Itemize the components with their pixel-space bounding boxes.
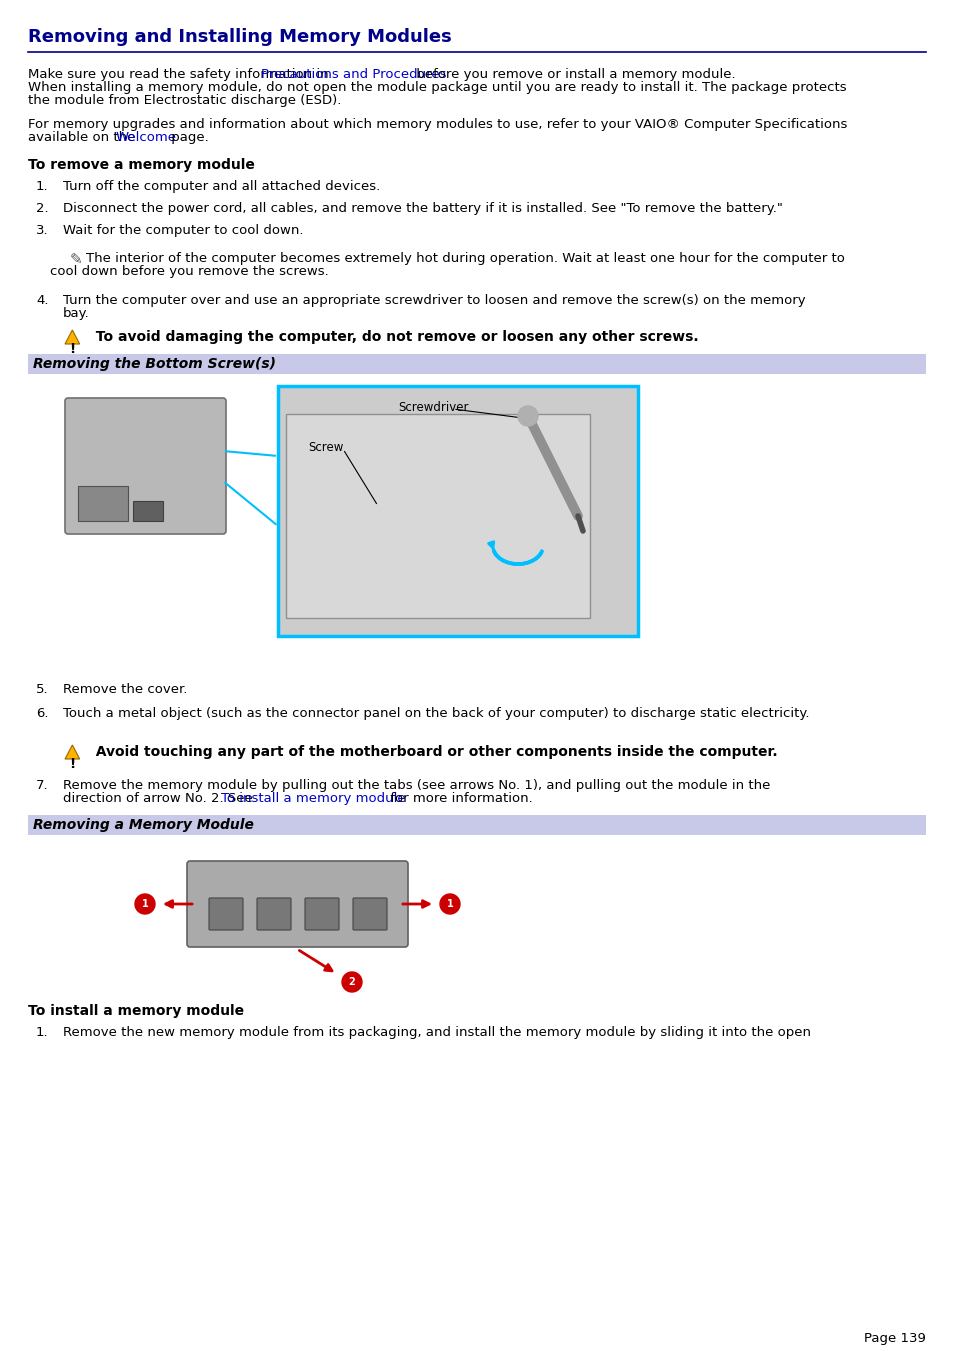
- FancyBboxPatch shape: [256, 898, 291, 929]
- FancyBboxPatch shape: [28, 354, 925, 374]
- Text: 2: 2: [348, 977, 355, 988]
- Text: Avoid touching any part of the motherboard or other components inside the comput: Avoid touching any part of the motherboa…: [86, 744, 777, 759]
- Circle shape: [135, 894, 154, 915]
- Text: 1: 1: [446, 898, 453, 909]
- Text: Removing and Installing Memory Modules: Removing and Installing Memory Modules: [28, 28, 452, 46]
- FancyBboxPatch shape: [187, 861, 408, 947]
- Text: 3.: 3.: [36, 224, 49, 236]
- Text: 6.: 6.: [36, 707, 49, 720]
- Text: 1.: 1.: [36, 1025, 49, 1039]
- Text: 2.: 2.: [36, 203, 49, 215]
- Text: To remove a memory module: To remove a memory module: [28, 158, 254, 172]
- Text: For memory upgrades and information about which memory modules to use, refer to : For memory upgrades and information abou…: [28, 118, 846, 131]
- Text: Turn off the computer and all attached devices.: Turn off the computer and all attached d…: [63, 180, 380, 193]
- Text: 4.: 4.: [36, 295, 49, 307]
- Text: When installing a memory module, do not open the module package until you are re: When installing a memory module, do not …: [28, 81, 845, 95]
- Text: 5.: 5.: [36, 684, 49, 696]
- FancyBboxPatch shape: [28, 376, 925, 667]
- Text: for more information.: for more information.: [386, 792, 532, 805]
- Text: Page 139: Page 139: [863, 1332, 925, 1346]
- Text: ✎: ✎: [70, 253, 83, 267]
- Text: before you remove or install a memory module.: before you remove or install a memory mo…: [412, 68, 735, 81]
- FancyBboxPatch shape: [353, 898, 387, 929]
- FancyBboxPatch shape: [28, 815, 925, 835]
- Text: !: !: [70, 757, 75, 771]
- Text: Disconnect the power cord, all cables, and remove the battery if it is installed: Disconnect the power cord, all cables, a…: [63, 203, 782, 215]
- FancyBboxPatch shape: [78, 486, 128, 521]
- Polygon shape: [65, 744, 80, 759]
- Text: Precautions and Procedures: Precautions and Procedures: [261, 68, 446, 81]
- Text: Screw: Screw: [308, 440, 343, 454]
- FancyBboxPatch shape: [209, 898, 243, 929]
- Text: 7.: 7.: [36, 780, 49, 792]
- Text: Remove the memory module by pulling out the tabs (see arrows No. 1), and pulling: Remove the memory module by pulling out …: [63, 780, 770, 792]
- Text: Welcome: Welcome: [116, 131, 177, 145]
- Text: !: !: [70, 342, 75, 357]
- Text: Turn the computer over and use an appropriate screwdriver to loosen and remove t: Turn the computer over and use an approp…: [63, 295, 804, 307]
- Text: direction of arrow No. 2. See: direction of arrow No. 2. See: [63, 792, 256, 805]
- Text: 1: 1: [141, 898, 149, 909]
- Text: cool down before you remove the screws.: cool down before you remove the screws.: [50, 265, 329, 278]
- Text: To avoid damaging the computer, do not remove or loosen any other screws.: To avoid damaging the computer, do not r…: [86, 330, 698, 345]
- Text: page.: page.: [167, 131, 209, 145]
- Text: the module from Electrostatic discharge (ESD).: the module from Electrostatic discharge …: [28, 95, 341, 107]
- Text: Removing a Memory Module: Removing a Memory Module: [33, 817, 253, 832]
- Text: available on the: available on the: [28, 131, 139, 145]
- Text: 1.: 1.: [36, 180, 49, 193]
- Text: Screwdriver: Screwdriver: [397, 401, 468, 413]
- Text: To install a memory module: To install a memory module: [221, 792, 405, 805]
- FancyBboxPatch shape: [286, 413, 589, 617]
- Circle shape: [439, 894, 459, 915]
- Text: Wait for the computer to cool down.: Wait for the computer to cool down.: [63, 224, 303, 236]
- Text: The interior of the computer becomes extremely hot during operation. Wait at lea: The interior of the computer becomes ext…: [86, 253, 844, 265]
- Circle shape: [517, 407, 537, 426]
- Text: To install a memory module: To install a memory module: [28, 1004, 244, 1019]
- Text: bay.: bay.: [63, 307, 90, 320]
- FancyBboxPatch shape: [65, 399, 226, 534]
- Text: Make sure you read the safety information in: Make sure you read the safety informatio…: [28, 68, 333, 81]
- Text: Removing the Bottom Screw(s): Removing the Bottom Screw(s): [33, 357, 275, 372]
- Text: Remove the new memory module from its packaging, and install the memory module b: Remove the new memory module from its pa…: [63, 1025, 810, 1039]
- Text: Touch a metal object (such as the connector panel on the back of your computer) : Touch a metal object (such as the connec…: [63, 707, 809, 720]
- FancyBboxPatch shape: [277, 386, 638, 636]
- FancyBboxPatch shape: [305, 898, 338, 929]
- Circle shape: [341, 971, 361, 992]
- Text: Remove the cover.: Remove the cover.: [63, 684, 187, 696]
- Polygon shape: [65, 330, 80, 345]
- FancyBboxPatch shape: [132, 501, 163, 521]
